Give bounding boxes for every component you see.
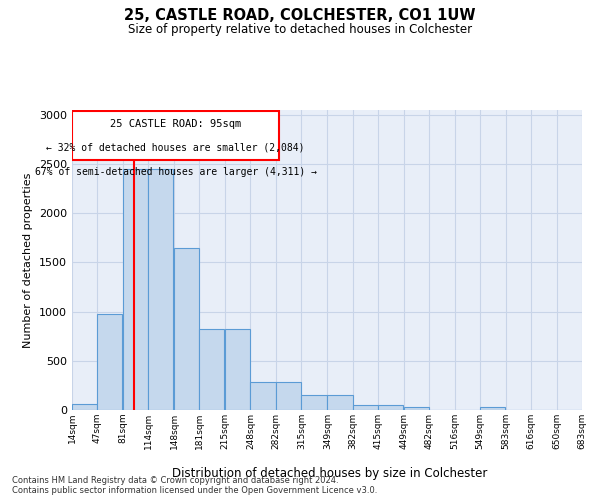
Text: 25 CASTLE ROAD: 95sqm: 25 CASTLE ROAD: 95sqm	[110, 119, 241, 129]
Text: Contains HM Land Registry data © Crown copyright and database right 2024.: Contains HM Land Registry data © Crown c…	[12, 476, 338, 485]
Text: 67% of semi-detached houses are larger (4,311) →: 67% of semi-detached houses are larger (…	[35, 167, 317, 177]
Y-axis label: Number of detached properties: Number of detached properties	[23, 172, 34, 348]
Bar	[148, 169, 173, 410]
Text: ← 32% of detached houses are smaller (2,084): ← 32% of detached houses are smaller (2,…	[46, 143, 305, 153]
Bar	[174, 248, 199, 410]
Text: Distribution of detached houses by size in Colchester: Distribution of detached houses by size …	[172, 468, 488, 480]
Bar	[199, 330, 224, 410]
Bar	[353, 405, 377, 410]
Bar	[377, 405, 403, 410]
Bar	[301, 395, 326, 410]
Bar	[328, 395, 353, 410]
Bar	[72, 404, 97, 410]
Bar	[97, 314, 122, 410]
Bar	[123, 169, 148, 410]
Text: 25, CASTLE ROAD, COLCHESTER, CO1 1UW: 25, CASTLE ROAD, COLCHESTER, CO1 1UW	[124, 8, 476, 22]
Bar	[250, 382, 275, 410]
FancyBboxPatch shape	[73, 112, 279, 160]
Text: Size of property relative to detached houses in Colchester: Size of property relative to detached ho…	[128, 22, 472, 36]
Bar	[480, 407, 505, 410]
Bar	[404, 407, 429, 410]
Bar	[225, 330, 250, 410]
Text: Contains public sector information licensed under the Open Government Licence v3: Contains public sector information licen…	[12, 486, 377, 495]
Bar	[277, 382, 301, 410]
